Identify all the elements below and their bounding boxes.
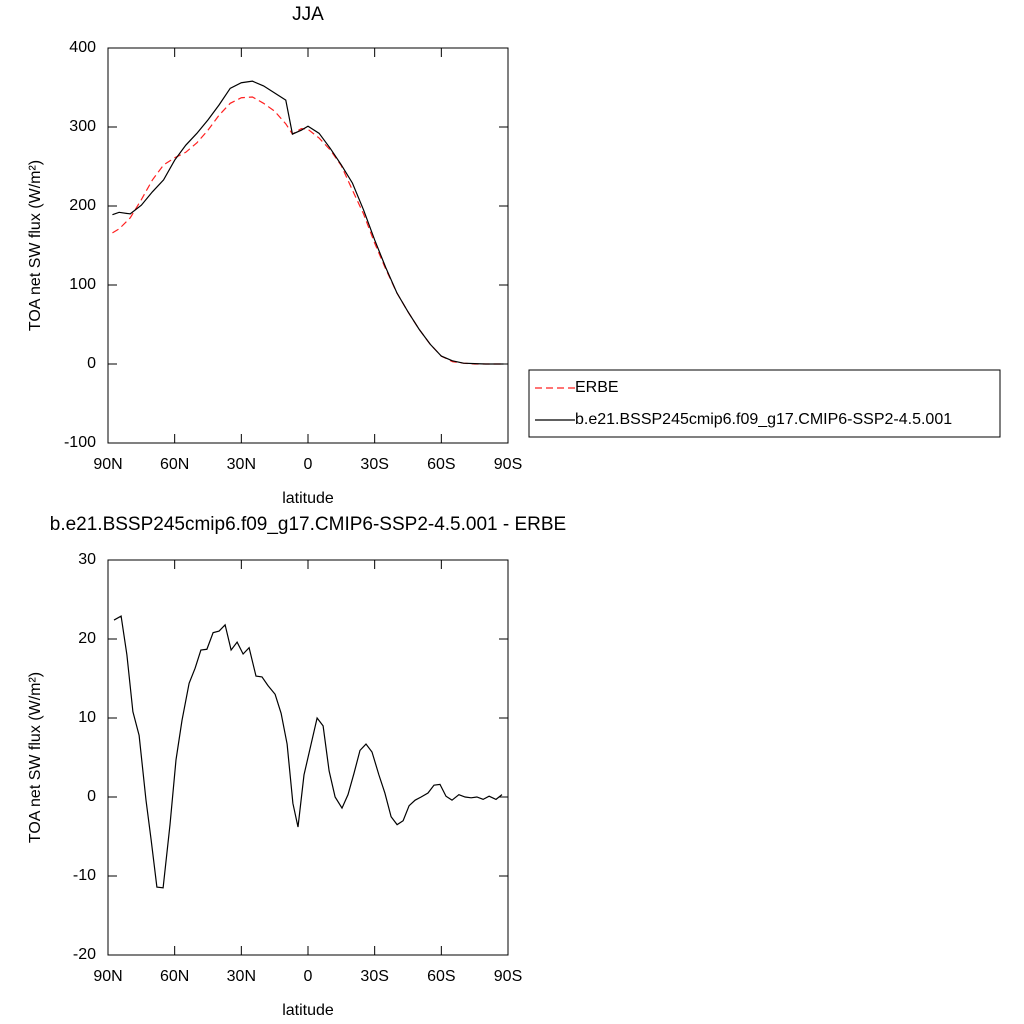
chart-title: JJA xyxy=(292,4,324,25)
x-axis-label: latitude xyxy=(282,490,334,507)
x-tick-label: 90N xyxy=(93,456,122,473)
y-tick-label: 300 xyxy=(69,118,96,135)
y-tick-label: 20 xyxy=(78,630,96,647)
y-axis-label: TOA net SW flux (W/m²) xyxy=(27,672,44,843)
x-tick-label: 60N xyxy=(160,456,189,473)
x-tick-label: 30N xyxy=(227,456,256,473)
legend-label: ERBE xyxy=(575,379,619,396)
y-tick-label: -10 xyxy=(73,867,96,884)
legend-box xyxy=(528,369,1001,438)
data-line xyxy=(113,615,503,889)
y-tick-label: 0 xyxy=(87,788,96,805)
y-tick-label: 400 xyxy=(69,39,96,56)
chart-title: b.e21.BSSP245cmip6.f09_g17.CMIP6-SSP2-4.… xyxy=(50,514,566,535)
x-tick-label: 30S xyxy=(360,968,388,985)
y-tick-label: 30 xyxy=(78,551,96,568)
x-tick-label: 60S xyxy=(427,968,455,985)
x-tick-label: 0 xyxy=(304,968,313,985)
x-tick-label: 90S xyxy=(494,456,522,473)
plot-frame xyxy=(107,559,509,956)
plot-frame xyxy=(107,47,509,444)
data-line xyxy=(112,80,504,365)
y-tick-label: -20 xyxy=(73,946,96,963)
x-tick-label: 30N xyxy=(227,968,256,985)
x-tick-label: 90N xyxy=(93,968,122,985)
legend-label: b.e21.BSSP245cmip6.f09_g17.CMIP6-SSP2-4.… xyxy=(575,411,952,428)
x-tick-label: 60S xyxy=(427,456,455,473)
y-tick-label: -100 xyxy=(64,434,96,451)
x-tick-label: 0 xyxy=(304,456,313,473)
legend: ERBE b.e21.BSSP245cmip6.f09_g17.CMIP6-SSP… xyxy=(528,369,1001,438)
y-tick-label: 0 xyxy=(87,355,96,372)
data-line xyxy=(112,96,504,365)
x-tick-label: 90S xyxy=(494,968,522,985)
y-tick-label: 100 xyxy=(69,276,96,293)
y-axis-label: TOA net SW flux (W/m²) xyxy=(27,160,44,331)
x-tick-label: 30S xyxy=(360,456,388,473)
x-axis-label: latitude xyxy=(282,1002,334,1019)
y-tick-label: 200 xyxy=(69,197,96,214)
y-tick-label: 10 xyxy=(78,709,96,726)
x-tick-label: 60N xyxy=(160,968,189,985)
